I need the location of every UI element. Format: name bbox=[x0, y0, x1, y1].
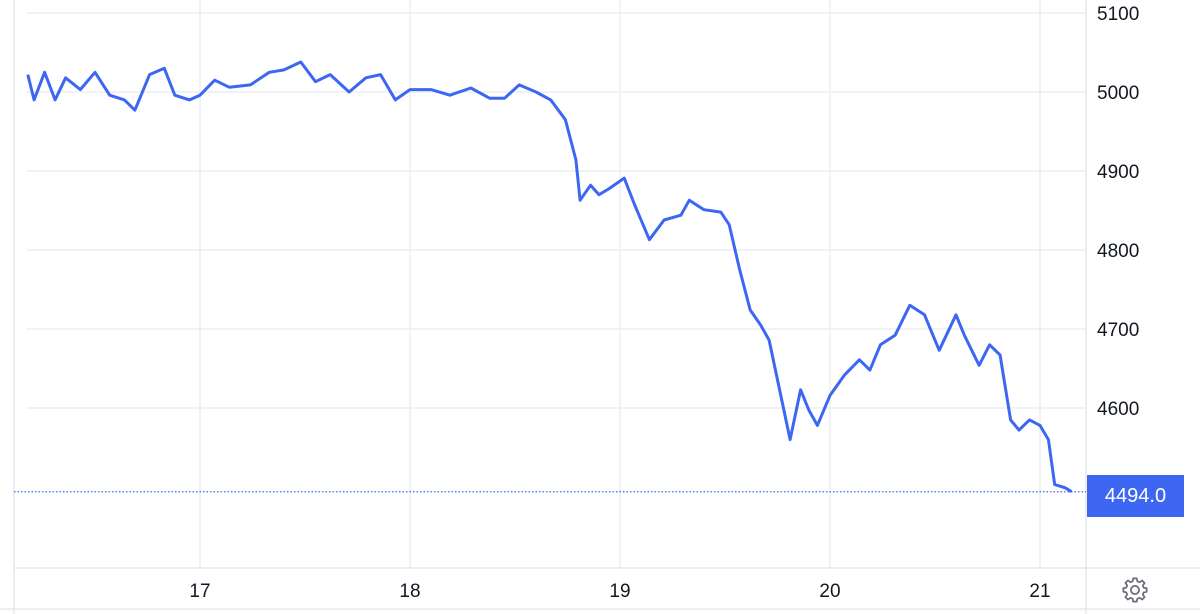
x-tick-label: 19 bbox=[609, 581, 630, 602]
x-tick-label: 17 bbox=[189, 581, 210, 602]
x-tick-label: 20 bbox=[819, 581, 840, 602]
x-tick-label: 21 bbox=[1029, 581, 1050, 602]
x-tick-label: 18 bbox=[399, 581, 420, 602]
y-tick-label: 5000 bbox=[1097, 83, 1139, 104]
y-tick-label: 4600 bbox=[1097, 399, 1139, 420]
y-tick-label: 5100 bbox=[1097, 4, 1139, 25]
gear-icon[interactable] bbox=[1121, 576, 1149, 604]
y-tick-label: 4700 bbox=[1097, 320, 1139, 341]
last-price-label: 4494.0 bbox=[1087, 475, 1184, 517]
grid bbox=[27, 0, 1086, 568]
y-tick-label: 4800 bbox=[1097, 241, 1139, 262]
price-series-line bbox=[26, 60, 1073, 493]
y-tick-label: 4900 bbox=[1097, 162, 1139, 183]
